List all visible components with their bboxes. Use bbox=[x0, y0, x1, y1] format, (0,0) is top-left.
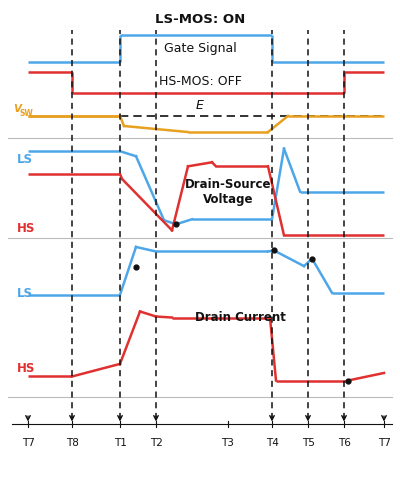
Text: Drain Current: Drain Current bbox=[194, 311, 286, 324]
Text: T8: T8 bbox=[66, 437, 78, 448]
Text: T4: T4 bbox=[266, 437, 278, 448]
Text: T3: T3 bbox=[222, 437, 234, 448]
Text: Drain-Source
Voltage: Drain-Source Voltage bbox=[185, 177, 271, 206]
Text: HS: HS bbox=[17, 222, 35, 235]
Text: HS: HS bbox=[17, 362, 35, 375]
Text: LS-MOS: ON: LS-MOS: ON bbox=[155, 13, 245, 26]
Text: T6: T6 bbox=[338, 437, 350, 448]
Text: T5: T5 bbox=[302, 437, 314, 448]
Text: T7: T7 bbox=[22, 437, 34, 448]
Text: LS: LS bbox=[17, 287, 33, 300]
Text: SW: SW bbox=[19, 109, 33, 118]
Text: Gate Signal: Gate Signal bbox=[164, 42, 236, 55]
Text: E: E bbox=[196, 99, 204, 112]
Text: LS: LS bbox=[17, 153, 33, 166]
Text: T1: T1 bbox=[114, 437, 126, 448]
Text: V: V bbox=[13, 104, 21, 114]
Text: T7: T7 bbox=[378, 437, 390, 448]
Text: T2: T2 bbox=[150, 437, 162, 448]
Text: HS-MOS: OFF: HS-MOS: OFF bbox=[158, 75, 242, 88]
